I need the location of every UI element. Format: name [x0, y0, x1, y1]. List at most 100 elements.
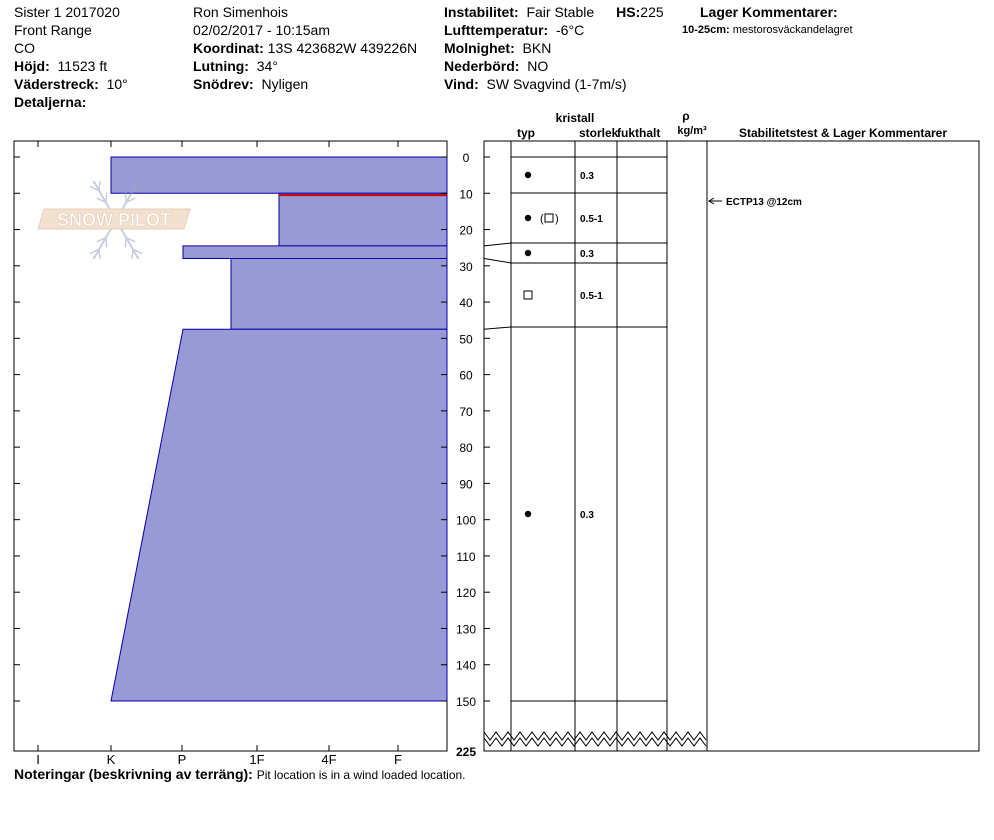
logo-banner: [37, 208, 191, 230]
depth-connector-line: [483, 326, 512, 330]
elevation: Höjd: 11523 ft: [14, 58, 108, 74]
snowflake-branch: [132, 185, 143, 192]
hardness-tick-label: P: [178, 752, 187, 767]
layer-comment-entry: 10-25cm: mestorosväckandelagret: [682, 24, 853, 36]
paren-open: (: [540, 213, 544, 225]
slope-angle: Lutning: 34°: [193, 58, 278, 74]
header-rho: ρ: [682, 109, 689, 123]
range-name: Front Range: [14, 22, 92, 38]
header-layer-comments: Lager Kommentarer: 10-25cm: mestorosväck…: [682, 3, 853, 39]
terrain-notes: Noteringar (beskrivning av terräng): Pit…: [14, 766, 466, 782]
grain-size-label: 0.5-1: [580, 291, 603, 302]
depth-tick-label: 40: [459, 296, 473, 310]
hardness-tick-label: F: [394, 752, 402, 767]
notes-text: Pit location is in a wind loaded locatio…: [256, 768, 466, 782]
depth-tick-label: 110: [456, 550, 475, 564]
hardness-layer-2: [278, 192, 448, 247]
snowflake-branch: [98, 180, 101, 191]
hardness-tick-label: I: [36, 752, 40, 767]
snowflake-branch: [89, 185, 100, 192]
hardness-tick-label: 4F: [321, 752, 336, 767]
grain-size-label: 0.3: [580, 171, 594, 182]
faceted-grain-icon: [523, 290, 533, 300]
depth-tick-label: 100: [456, 514, 476, 528]
header-density-unit: kg/m³: [677, 125, 707, 137]
snowflake-branch: [131, 180, 134, 191]
observation-datetime: 02/02/2017 - 10:15am: [193, 22, 330, 38]
layer-table-frame: [483, 140, 980, 752]
header-type: typ: [517, 126, 535, 140]
rounded-grain-icon: [524, 214, 532, 222]
snowflake-branch: [125, 197, 136, 204]
rounded-grain-icon: [524, 171, 532, 179]
snowflake-branch: [98, 249, 101, 260]
hardness-layer-1: [110, 156, 448, 194]
aspect: Väderstreck: 10°: [14, 76, 128, 92]
details-label: Detaljerna:: [14, 94, 87, 110]
depth-tick-label: 90: [459, 477, 473, 491]
faceted-grain-icon: [544, 213, 554, 223]
wind: Vind: SW Svagvind (1-7m/s): [444, 76, 627, 92]
snowflake-branch: [96, 197, 107, 204]
wind-loading: Snödrev: Nyligen: [193, 76, 309, 92]
snowpilot-logo: SNOW PILOT: [37, 180, 191, 260]
state-name: CO: [14, 40, 35, 56]
sky-cover: Molnighet: BKN: [444, 40, 552, 56]
snowflake-branch: [124, 237, 127, 248]
header-stability: Stabilitetstest & Lager Kommentarer: [739, 126, 947, 140]
header-site-info: Sister 1 2017020 Front Range CO Höjd: 11…: [14, 3, 128, 111]
snowflake-branch: [96, 236, 107, 243]
depth-tick-label: 80: [459, 441, 473, 455]
paren-close: ): [555, 213, 559, 225]
snowflake-branch: [125, 236, 136, 243]
header-crystal: kristall: [556, 111, 595, 125]
site-name: Sister 1 2017020: [14, 4, 120, 20]
scale-break-zigzag: [483, 731, 707, 741]
depth-tick-label: 130: [456, 622, 476, 636]
depth-tick-label: 60: [459, 369, 473, 383]
snowflake-branch: [124, 192, 127, 203]
hardness-tick-label: 1F: [249, 752, 264, 767]
hardness-tick-label: K: [107, 752, 116, 767]
snowflake-branch: [105, 237, 108, 248]
depth-tick-label: 10: [459, 187, 473, 201]
notes-label: Noteringar (beskrivning av terräng):: [14, 766, 253, 782]
precipitation: Nederbörd: NO: [444, 58, 549, 74]
snowflake-branch: [131, 249, 134, 260]
logo-text: SNOW PILOT: [57, 210, 171, 230]
depth-tick-label: 30: [459, 260, 473, 274]
depth-tick-label: 20: [459, 224, 473, 238]
depth-tick-label: 70: [459, 405, 473, 419]
hardness-layer-4: [230, 258, 448, 330]
coordinates: Koordinat: 13S 423682W 439226N: [193, 40, 418, 56]
snowflake-branch: [132, 248, 143, 255]
depth-tick-label: 140: [456, 659, 476, 673]
header-size: storlek: [579, 126, 619, 140]
hardness-layer-5: [110, 328, 448, 702]
header-observer-info: Ron Simenhois 02/02/2017 - 10:15am Koord…: [193, 3, 417, 93]
depth-tick-label: 0: [463, 151, 470, 165]
depth-connector-line: [483, 242, 512, 247]
hardness-layer-3: [182, 245, 448, 260]
snowflake-branch: [89, 248, 100, 255]
grain-size-label: 0.3: [580, 249, 594, 260]
rounded-grain-icon: [524, 249, 532, 257]
depth-tick-label: 120: [456, 586, 476, 600]
grain-size-label: 0.5-1: [580, 214, 603, 225]
depth-connector-line: [483, 258, 512, 264]
layer-comments-title: Lager Kommentarer:: [700, 4, 838, 20]
arrow-head-icon: [708, 197, 715, 205]
stability-test-label: ECTP13 @12cm: [726, 197, 802, 208]
depth-tick-label: 50: [459, 332, 473, 346]
snowflake-branch: [105, 192, 108, 203]
scale-break-zigzag: [483, 737, 707, 747]
instability: Instabilitet: Fair Stable HS:225: [444, 4, 664, 20]
snow-profile-chart: SNOW PILOT I K P 1F 4F F 0 10 20 30 40 50 60 70 80 90 100…: [13, 109, 980, 767]
header-conditions: Instabilitet: Fair Stable HS:225 Lufttemp…: [444, 3, 664, 93]
rounded-grain-icon: [524, 510, 532, 518]
observer-name: Ron Simenhois: [193, 4, 288, 20]
header-moisture: fukthalt: [617, 126, 660, 140]
air-temperature: Lufttemperatur: -6°C: [444, 22, 585, 38]
depth-bottom-label: 225: [456, 745, 476, 759]
grain-size-label: 0.3: [580, 510, 594, 521]
